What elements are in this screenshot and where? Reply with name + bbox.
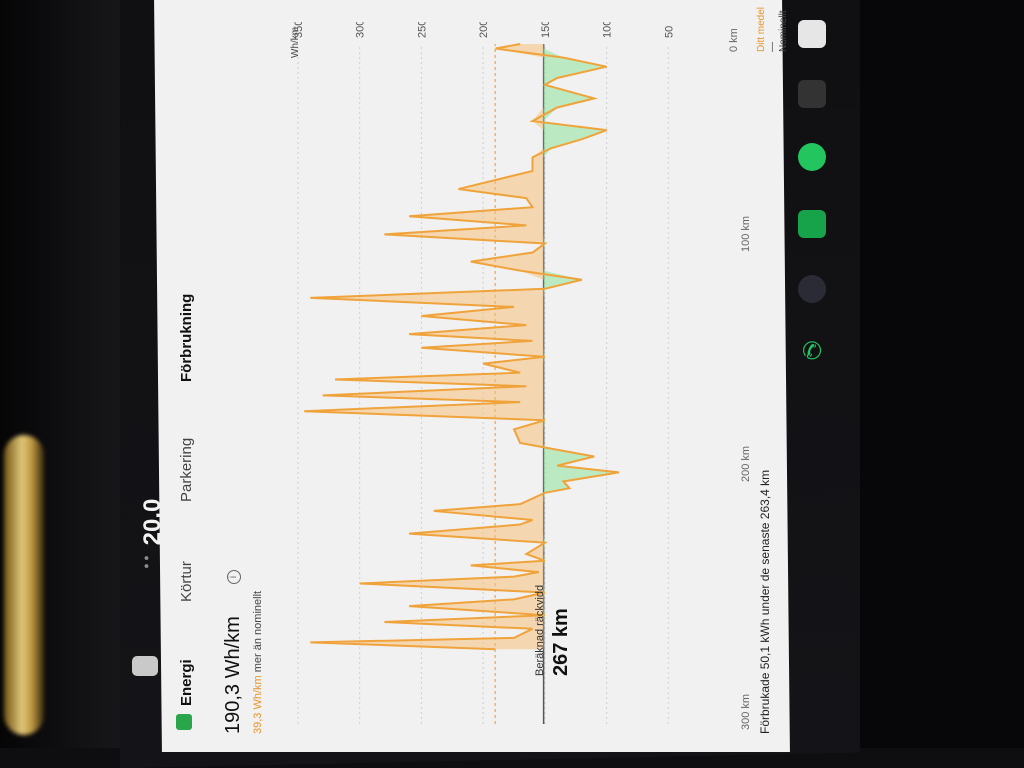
delta-suffix: mer än nominellt — [252, 590, 264, 673]
xtick-100: 100 km — [740, 215, 752, 252]
camera-icon[interactable] — [798, 275, 826, 303]
tab-consumption[interactable]: Förbrukning — [178, 293, 195, 382]
legend-nominal: Nominellt — [778, 10, 789, 52]
consumption-area-below — [543, 44, 619, 650]
y-unit: Wh/km — [290, 26, 301, 58]
tab-trips[interactable]: Körtur — [178, 561, 195, 602]
legend-avg: Ditt medel — [756, 6, 767, 52]
consumption-area-above — [304, 44, 544, 650]
consumption-line — [304, 43, 620, 651]
estimated-range-value: 267 km — [550, 608, 572, 676]
ytick-50: 50 — [663, 26, 675, 38]
more-icon[interactable] — [798, 80, 826, 108]
info-icon[interactable]: i — [227, 570, 241, 584]
delta-vs-nominal: 39,3 Wh/km mer än nominellt — [252, 591, 264, 734]
app-dock: ✆ — [790, 0, 840, 768]
tab-parking[interactable]: Parkering — [178, 437, 195, 502]
ytick-150: 150 — [540, 22, 552, 38]
app-green-icon[interactable] — [798, 210, 826, 238]
energy-panel-content: Energi Körtur Parkering Förbrukning 190,… — [158, 0, 789, 752]
average-consumption: 190,3 Wh/km — [222, 616, 244, 734]
ytick-200: 200 — [478, 22, 490, 38]
energy-icon — [176, 714, 192, 730]
consumption-chart: 50 100 150 200 250 300 350 — [293, 22, 675, 724]
tab-bar: Energi Körtur Parkering Förbrukning — [158, 0, 218, 752]
spotify-icon[interactable] — [798, 143, 826, 171]
ytick-300: 300 — [355, 22, 367, 38]
ytick-350: 350 — [293, 22, 305, 38]
footer-text: Förbrukade 50,1 kWh under de senaste 263… — [758, 469, 772, 734]
ytick-250: 250 — [416, 22, 428, 38]
xtick-300: 300 km — [740, 693, 752, 730]
xtick-0: 0 km — [728, 28, 740, 52]
tab-energy[interactable]: Energi — [178, 659, 195, 706]
legend-sep: — — [767, 42, 778, 52]
ambient-light — [4, 435, 44, 735]
xtick-200: 200 km — [740, 445, 752, 482]
phone-icon[interactable]: ✆ — [801, 338, 823, 365]
temperature-sub: ● ● — [141, 555, 151, 569]
notes-icon[interactable] — [798, 20, 826, 48]
delta-prefix: 39,3 Wh/km — [252, 675, 264, 734]
estimated-range-label: Beräknad räckvidd — [534, 584, 546, 676]
legend: Ditt medel — Nominellt — [756, 0, 789, 52]
car-icon[interactable] — [132, 656, 158, 676]
ytick-100: 100 — [602, 22, 614, 38]
